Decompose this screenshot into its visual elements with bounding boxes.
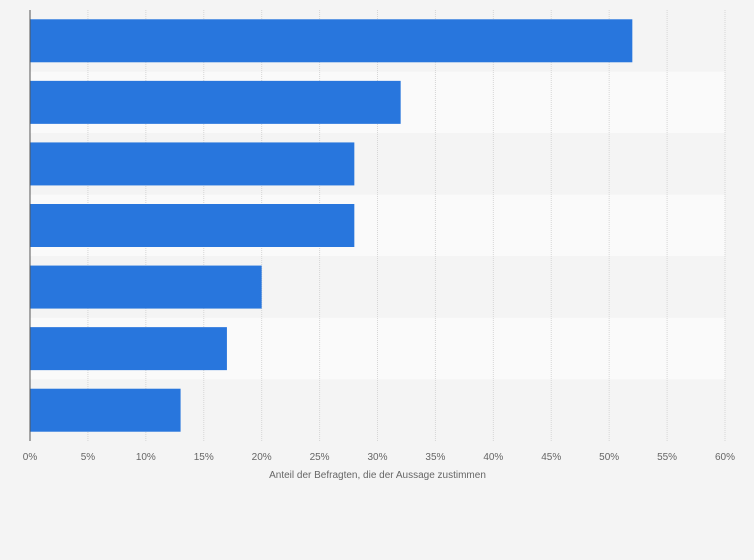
bar[interactable]	[30, 19, 633, 63]
x-tick-label: 50%	[599, 452, 619, 463]
bar[interactable]	[30, 327, 227, 371]
bar[interactable]	[30, 388, 181, 432]
bar[interactable]	[30, 142, 355, 186]
x-tick-label: 5%	[81, 452, 96, 463]
x-tick-label: 35%	[425, 452, 445, 463]
x-tick-label: 30%	[367, 452, 387, 463]
x-tick-label: 10%	[136, 452, 156, 463]
x-tick-label: 60%	[715, 452, 735, 463]
x-tick-label: 55%	[657, 452, 677, 463]
bar[interactable]	[30, 204, 355, 247]
x-tick-label: 25%	[310, 452, 330, 463]
x-tick-label: 20%	[252, 452, 272, 463]
bar[interactable]	[30, 265, 262, 309]
x-tick-labels: 0% 5% 10% 15% 20% 25% 30% 35% 40% 45% 50% 55% 60%	[23, 452, 735, 463]
bar[interactable]	[30, 80, 401, 124]
x-tick-label: 15%	[194, 452, 214, 463]
x-axis-title: Anteil der Befragten, die der Aussage zu…	[269, 470, 486, 481]
bars	[30, 19, 633, 432]
x-tick-label: 45%	[541, 452, 561, 463]
x-tick-label: 0%	[23, 452, 38, 463]
x-tick-label: 40%	[483, 452, 503, 463]
